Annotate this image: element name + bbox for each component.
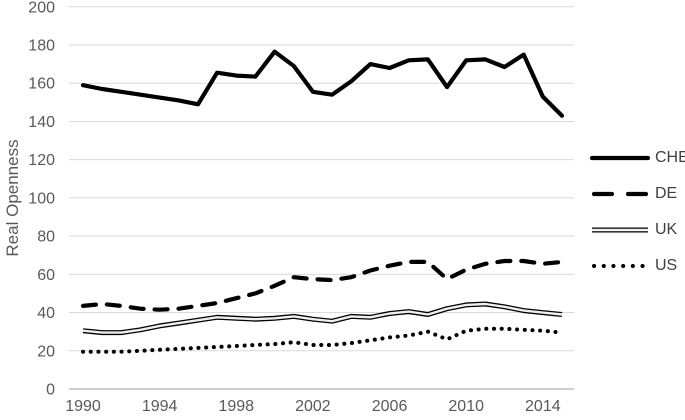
- legend-item-us: US: [590, 248, 685, 284]
- legend-label-che: CHE: [655, 149, 685, 166]
- uk-legend-swatch: [592, 227, 648, 233]
- che-legend-swatch: [590, 155, 650, 161]
- x-tick-label: 2006: [372, 398, 408, 415]
- de-line: [80, 258, 565, 312]
- y-tick-label: 100: [28, 190, 55, 207]
- y-tick-label: 0: [46, 382, 55, 399]
- y-tick-label: 120: [28, 152, 55, 169]
- de-legend-swatch: [591, 191, 649, 197]
- y-tick-label: 40: [37, 305, 55, 322]
- y-tick-label: 200: [28, 0, 55, 16]
- legend: CHE DE UK US: [590, 140, 685, 284]
- y-axis-title: Real Openness: [3, 139, 22, 257]
- legend-item-uk: UK: [590, 212, 685, 248]
- x-tick-label: 1998: [218, 398, 254, 415]
- y-tick-label: 80: [37, 229, 55, 246]
- uk-line-core: [82, 302, 563, 334]
- legend-label-de: DE: [655, 185, 678, 202]
- y-tick-label: 20: [37, 343, 55, 360]
- y-tick-label: 180: [28, 38, 55, 55]
- x-tick-label: 2010: [448, 398, 484, 415]
- che-line: [80, 49, 565, 118]
- us-legend-swatch: [592, 264, 648, 268]
- y-tick-label: 60: [37, 267, 55, 284]
- y-tick-label: 140: [28, 114, 55, 131]
- x-tick-label: 2014: [525, 398, 561, 415]
- x-tick-label: 2002: [295, 398, 331, 415]
- x-tick-label: 1990: [65, 398, 101, 415]
- x-tick-label: 1994: [142, 398, 178, 415]
- legend-label-us: US: [655, 257, 678, 274]
- legend-label-uk: UK: [655, 221, 678, 238]
- us-line: [81, 326, 564, 354]
- y-tick-label: 160: [28, 76, 55, 93]
- legend-item-che: CHE: [590, 140, 685, 176]
- legend-item-de: DE: [590, 176, 685, 212]
